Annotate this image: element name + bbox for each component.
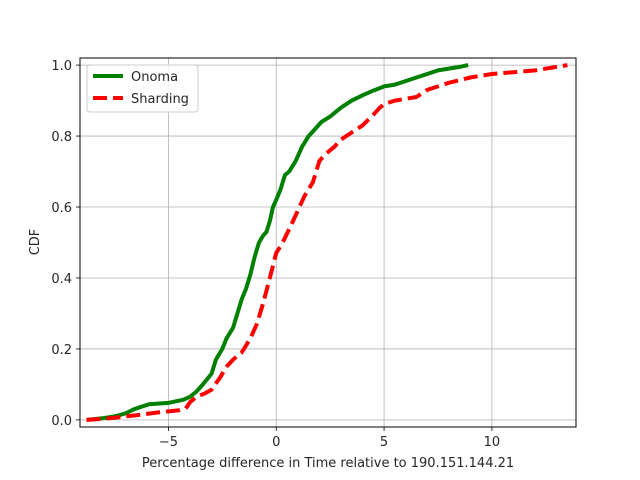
grid	[80, 58, 576, 427]
x-tick-label: 0	[272, 435, 280, 450]
legend: Onoma Sharding	[86, 64, 199, 113]
legend-label-sharding: Sharding	[131, 92, 189, 107]
x-tick-label: −5	[159, 435, 178, 450]
ticks: −5 0 5 10 0.0 0.2 0.4 0.6 0.8 1.0	[51, 59, 500, 450]
x-tick-label: 5	[380, 435, 388, 450]
series-line-onoma	[86, 63, 469, 422]
x-tick-label: 10	[484, 435, 501, 450]
x-axis-label: Percentage difference in Time relative t…	[142, 456, 514, 471]
plot-frame	[79, 57, 577, 428]
y-axis-label: CDF	[28, 229, 43, 256]
y-tick-label: 0.4	[51, 272, 72, 287]
y-tick-label: 0.6	[51, 201, 72, 216]
plot-area	[80, 58, 576, 427]
y-tick-label: 0.8	[51, 130, 72, 145]
y-tick-label: 1.0	[51, 59, 72, 74]
series-layer	[86, 63, 568, 422]
legend-label-onoma: Onoma	[131, 70, 178, 85]
series-line-sharding	[86, 63, 568, 422]
y-tick-label: 0.0	[51, 414, 72, 429]
y-tick-label: 0.2	[51, 343, 72, 358]
